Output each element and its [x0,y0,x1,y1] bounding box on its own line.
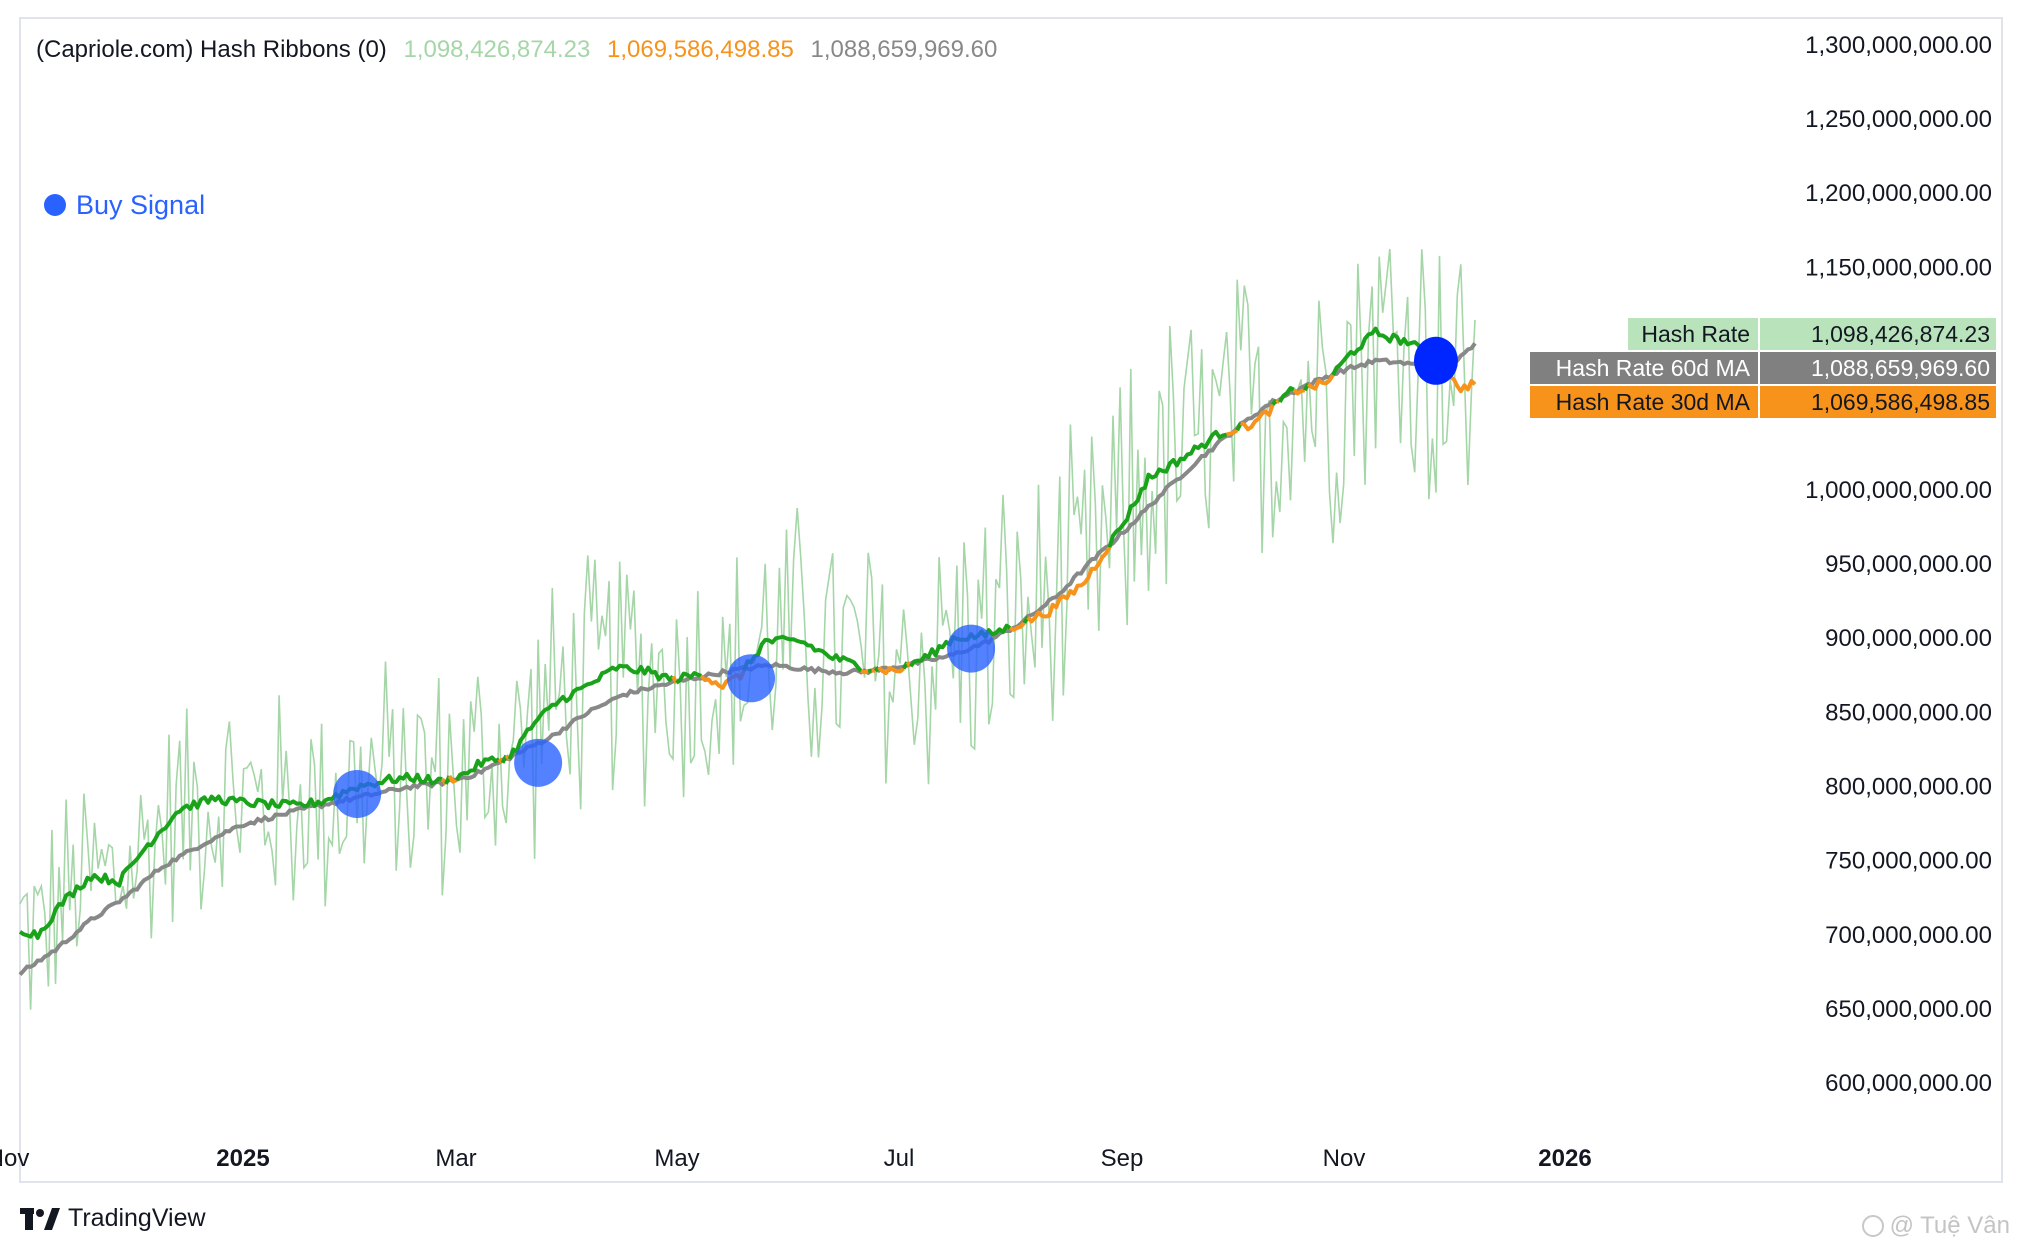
tradingview-logo[interactable]: TradingView [20,1204,206,1233]
ma30-segment-30 [1278,386,1295,404]
price-tag-label-bg [1628,318,1758,350]
price-tag-value: 1,098,426,874.23 [1811,321,1990,347]
indicator-title: (Capriole.com) Hash Ribbons (0) [36,36,387,63]
ma30-segment-10 [675,671,703,685]
y-tick-label: 950,000,000.00 [1825,551,1992,578]
y-tick-label: 850,000,000.00 [1825,699,1992,726]
ma30-segment-31 [1292,388,1306,396]
chart-pane[interactable] [19,17,2003,1183]
legend-value-hash-rate: 1,098,426,874.23 [403,36,591,63]
y-tick-label: 650,000,000.00 [1825,996,1992,1023]
ma30-segment-4 [454,755,501,782]
price-tag-value: 1,069,586,498.85 [1811,389,1990,415]
x-tick-label: Nov [1323,1145,1366,1172]
y-tick-label: 1,200,000,000.00 [1805,180,1992,207]
watermark: @ Tuệ Vân [1861,1212,2010,1240]
ma30-segment-14 [867,668,873,674]
hash-rate-raw-series [19,248,1476,1010]
tradingview-logo-icon [20,1207,60,1230]
price-tag-value-bg [1760,352,1996,384]
price-tag-value-bg [1760,318,1996,350]
price-tag-value-bg [1760,386,1996,418]
price-tag-0: Hash Rate 1,098,426,874.23 [1628,318,1996,350]
ma30-segment-25 [1226,428,1239,437]
buy-signal-markers [333,336,1458,818]
x-tick-label: Jul [884,1145,915,1172]
price-tag-2: Hash Rate 30d MA 1,069,586,498.85 [1530,386,1996,418]
x-tick-label: Nov [0,1145,29,1172]
ma30-segment-16 [873,666,881,673]
watermark-icon [1861,1215,1884,1237]
buy-signal-legend: Buy Signal [44,190,205,221]
x-tick-label: Sep [1101,1145,1144,1172]
buy-signal-marker-4 [1413,336,1458,385]
price-tag-label: Hash Rate 60d MA [1556,355,1751,381]
price-tag-1: Hash Rate 60d MA 1,088,659,969.60 [1530,352,1996,384]
ma30-segment-28 [1271,398,1278,406]
watermark-text: @ Tuệ Vân [1889,1212,2010,1239]
y-tick-label: 1,150,000,000.00 [1805,254,1992,281]
x-tick-label: 2026 [1538,1145,1591,1172]
ma30-segment-29 [1275,398,1281,404]
hash-rate-line [19,248,1476,1010]
buy-signal-marker-0 [333,769,382,818]
ma30-segment-12 [742,634,863,673]
y-tick-label: 1,000,000,000.00 [1805,477,1992,504]
buy-signal-marker-2 [727,654,776,703]
tradingview-logo-text: TradingView [68,1204,206,1232]
ma30-segment-13 [860,669,869,675]
x-tick-label: 2025 [216,1145,269,1172]
ma30-segment-8 [507,663,675,760]
price-tag-label-bg [1530,352,1758,384]
legend-value-ma30: 1,069,586,498.85 [606,36,794,63]
price-tag-label-bg [1530,386,1758,418]
buy-signal-dot-icon [44,194,66,216]
buy-signal-marker-1 [514,738,563,787]
ma30-segment-21 [1009,621,1026,632]
y-tick-label: 800,000,000.00 [1825,774,1992,801]
price-scale-tags: Hash Rate 1,098,426,874.23 Hash Rate 60d M… [1530,318,1996,418]
price-tag-label: Hash Rate 30d MA [1556,389,1751,415]
y-tick-label: 1,250,000,000.00 [1805,106,1992,133]
indicator-legend[interactable]: (Capriole.com) Hash Ribbons (0) 1,098,42… [36,36,1007,64]
price-tag-value: 1,088,659,969.60 [1811,355,1990,381]
y-axis[interactable]: 1,300,000,000.00 1,250,000,000.00 1,200,00… [1805,32,1992,1097]
y-tick-label: 600,000,000.00 [1825,1070,1992,1097]
x-tick-label: Mar [435,1145,476,1172]
ma30-segment-17 [877,666,905,676]
ma30-segment-24 [1107,429,1228,548]
buy-signal-marker-3 [947,624,996,673]
x-axis[interactable]: Nov 2025 Mar May Jul Sep Nov 2026 [0,1145,1592,1172]
buy-signal-label: Buy Signal [76,190,206,220]
y-tick-label: 700,000,000.00 [1825,922,1992,949]
y-tick-label: 750,000,000.00 [1825,848,1992,875]
ma30-segment-33 [1306,373,1335,391]
price-tag-label: Hash Rate [1641,321,1750,347]
ma30-segment-23 [1026,546,1112,624]
ma30-segment-26 [1235,422,1243,432]
y-tick-label: 900,000,000.00 [1825,625,1992,652]
ma30-segment-3 [447,774,458,784]
ma30-segment-27 [1240,404,1275,432]
legend-value-ma60: 1,088,659,969.60 [810,36,998,63]
y-tick-label: 1,300,000,000.00 [1805,32,1992,59]
x-tick-label: May [654,1145,699,1172]
